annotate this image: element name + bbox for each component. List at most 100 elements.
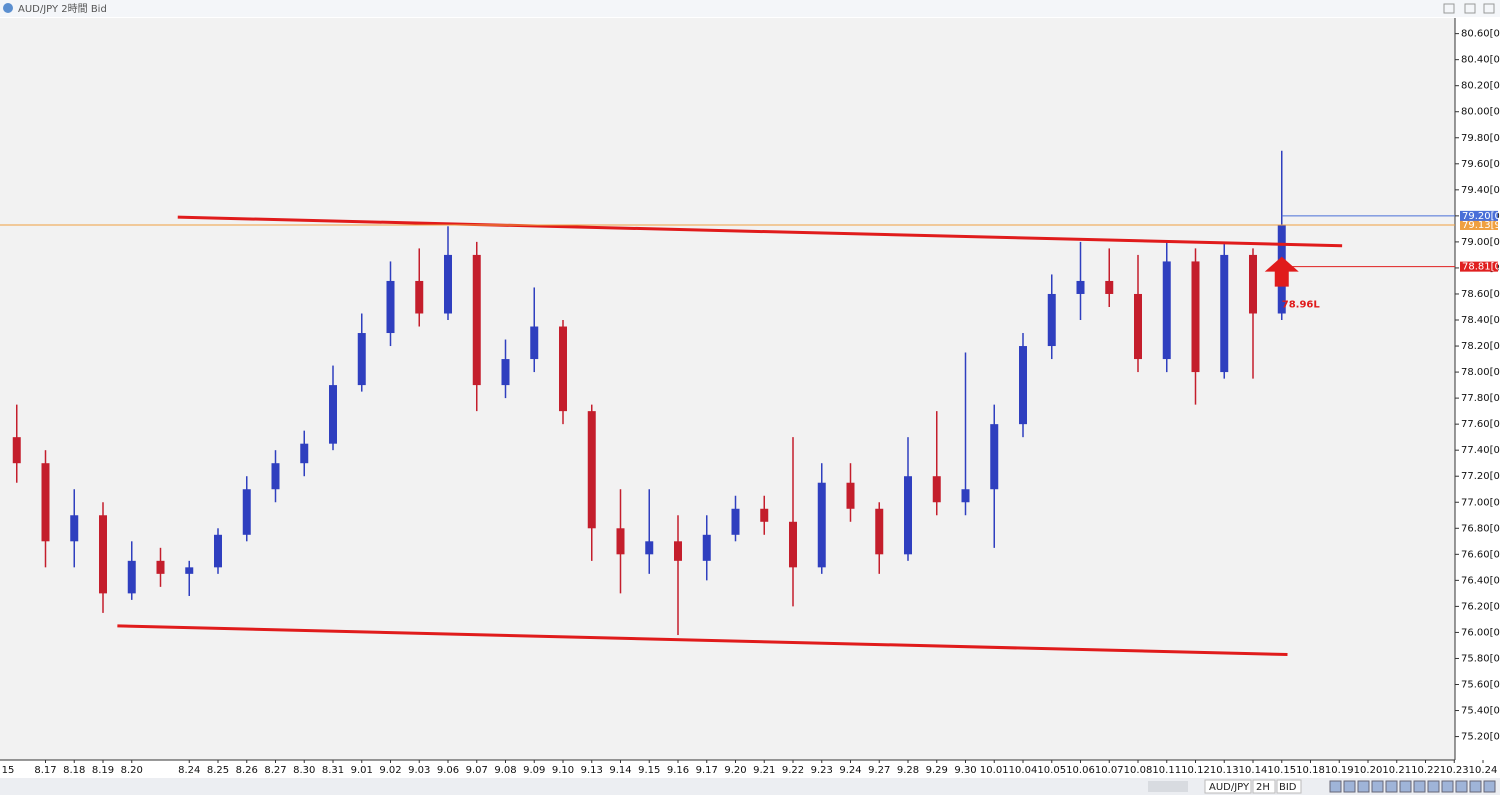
tool-icon[interactable] [1455, 780, 1468, 793]
y-tick-label: 76.40[0] [1461, 575, 1500, 586]
x-tick-label: 10.06 [1066, 765, 1095, 776]
x-tick-label: 8.20 [121, 765, 143, 776]
y-tick-label: 75.80[0] [1461, 653, 1500, 664]
x-tick-label: 9.01 [351, 765, 373, 776]
tool-icon[interactable] [1469, 780, 1482, 793]
candle-body [990, 424, 999, 490]
tool-icon[interactable] [1357, 780, 1370, 793]
candle-body [1191, 261, 1200, 373]
tool-icon[interactable] [1483, 780, 1496, 793]
x-tick-label: 10.18 [1296, 765, 1325, 776]
y-tick-label: 77.60[0] [1461, 419, 1500, 430]
candle-body [271, 463, 280, 490]
candle-body [386, 280, 395, 334]
x-tick-label: 8.24 [178, 765, 200, 776]
maximize-button[interactable] [1464, 3, 1476, 14]
candle-body [674, 541, 682, 561]
candle-body [846, 482, 855, 509]
trend-line [177, 215, 1343, 248]
close-button[interactable] [1483, 3, 1495, 14]
x-tick-label: 8.18 [63, 765, 85, 776]
price-tag-label: 79.13[9] [1462, 220, 1500, 231]
candle-body [415, 280, 424, 314]
x-tick-label: 9.16 [667, 765, 689, 776]
candle-body [961, 489, 970, 503]
candle-body [1047, 293, 1056, 347]
symbol-select[interactable] [1204, 779, 1252, 794]
plot-area [0, 18, 1455, 760]
app-icon [3, 3, 13, 13]
price-label: BID [1279, 782, 1297, 793]
y-tick-label: 79.00[0] [1461, 237, 1500, 248]
tool-icon[interactable] [1399, 780, 1412, 793]
candle-body [185, 567, 194, 574]
x-tick-label: 9.21 [753, 765, 775, 776]
scroll-control[interactable] [1148, 781, 1188, 792]
x-tick-label: 9.24 [839, 765, 861, 776]
x-tick-label: 10.11 [1152, 765, 1181, 776]
x-tick-label: 15 [2, 765, 15, 776]
candle-body [932, 476, 941, 503]
candle-body [1105, 280, 1114, 294]
x-tick-label: 8.25 [207, 765, 229, 776]
y-tick-label: 76.00[0] [1461, 627, 1500, 638]
x-tick-label: 10.12 [1181, 765, 1210, 776]
tool-icon[interactable] [1343, 780, 1356, 793]
candle-body [760, 508, 769, 522]
x-tick-label: 9.17 [696, 765, 718, 776]
tool-icon[interactable] [1441, 780, 1454, 793]
x-tick-label: 10.13 [1210, 765, 1239, 776]
y-tick-label: 76.20[0] [1461, 601, 1500, 612]
candle-body [242, 489, 251, 535]
y-tick-label: 76.80[0] [1461, 523, 1500, 534]
candle-body [12, 437, 21, 464]
x-tick-label: 8.17 [34, 765, 56, 776]
candle-body [904, 476, 912, 555]
candle-body [702, 534, 711, 561]
candle-body [300, 443, 309, 464]
candle-body [789, 521, 797, 568]
y-tick-label: 78.20[0] [1461, 341, 1500, 352]
x-tick-label: 10.22 [1411, 765, 1440, 776]
price-tag [1460, 219, 1498, 230]
y-tick-label: 79.40[0] [1461, 185, 1500, 196]
x-tick-label: 10.07 [1095, 765, 1124, 776]
y-tick-label: 80.00[0] [1461, 107, 1500, 118]
x-tick-label: 10.23 [1440, 765, 1469, 776]
y-tick-label: 75.40[0] [1461, 706, 1500, 717]
candle-body [214, 534, 222, 568]
x-tick-label: 9.07 [466, 765, 488, 776]
candle-body [875, 508, 884, 555]
toolbar [0, 778, 1500, 795]
x-tick-label: 9.03 [408, 765, 430, 776]
x-tick-label: 10.01 [980, 765, 1009, 776]
y-tick-label: 77.00[0] [1461, 497, 1500, 508]
x-tick-label: 9.14 [609, 765, 631, 776]
x-tick-label: 10.05 [1037, 765, 1066, 776]
tool-icon[interactable] [1413, 780, 1426, 793]
candle-body [127, 560, 136, 594]
tool-icon[interactable] [1427, 780, 1440, 793]
candle-body [1249, 254, 1257, 314]
symbol-label: AUD/JPY [1209, 782, 1250, 793]
tool-icon[interactable] [1329, 780, 1342, 793]
period-select[interactable] [1252, 779, 1276, 794]
tool-icon[interactable] [1385, 780, 1398, 793]
x-tick-label: 8.30 [293, 765, 315, 776]
candle-body [559, 326, 567, 412]
tool-icon[interactable] [1371, 780, 1384, 793]
x-tick-label: 9.09 [523, 765, 545, 776]
y-tick-label: 79.60[0] [1461, 159, 1500, 170]
price-select[interactable] [1276, 779, 1302, 794]
y-tick-label: 77.80[0] [1461, 393, 1500, 404]
y-tick-label: 80.20[0] [1461, 81, 1500, 92]
price-tag [1460, 261, 1498, 272]
minimize-button[interactable] [1443, 3, 1455, 14]
x-tick-label: 9.13 [581, 765, 603, 776]
candle-body [99, 515, 107, 594]
x-tick-label: 9.20 [724, 765, 746, 776]
x-tick-label: 9.10 [552, 765, 574, 776]
x-tick-label: 9.29 [926, 765, 948, 776]
x-tick-label: 10.19 [1325, 765, 1354, 776]
